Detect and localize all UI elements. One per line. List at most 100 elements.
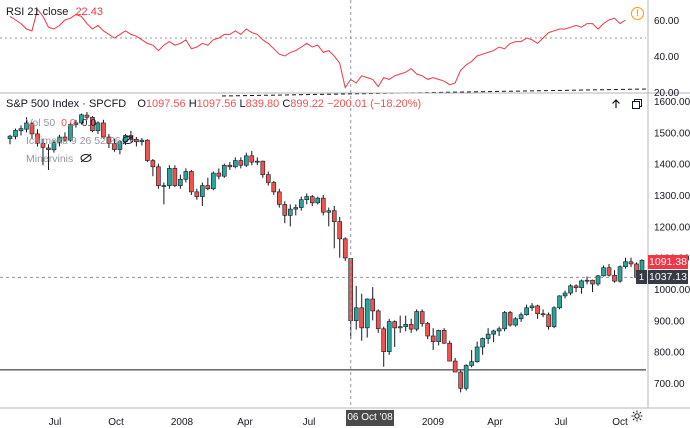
- candle[interactable]: [397, 315, 403, 333]
- candle[interactable]: [502, 310, 507, 332]
- candle[interactable]: [507, 310, 513, 327]
- candle[interactable]: [551, 306, 557, 329]
- restore-icon[interactable]: [631, 98, 643, 110]
- candle[interactable]: [535, 304, 540, 319]
- candle[interactable]: [628, 257, 634, 268]
- candle[interactable]: [606, 263, 612, 277]
- price-pane[interactable]: [0, 111, 646, 393]
- candle[interactable]: [95, 121, 101, 134]
- candle[interactable]: [419, 309, 425, 327]
- candle[interactable]: [309, 195, 315, 206]
- candle[interactable]: [298, 196, 304, 211]
- candle[interactable]: [529, 303, 535, 311]
- candle[interactable]: [260, 160, 266, 178]
- candle[interactable]: [304, 193, 310, 205]
- candle[interactable]: [18, 125, 24, 136]
- candle[interactable]: [579, 279, 584, 294]
- candle[interactable]: [205, 177, 211, 191]
- eye-off-icon[interactable]: [80, 153, 92, 163]
- candle[interactable]: [562, 290, 568, 299]
- rsi-pane[interactable]: [0, 8, 647, 97]
- candle[interactable]: [518, 312, 524, 322]
- candle[interactable]: [491, 329, 496, 343]
- candle[interactable]: [590, 279, 595, 293]
- arrow-up-icon[interactable]: [610, 98, 622, 110]
- candle[interactable]: [557, 295, 562, 310]
- candle[interactable]: [320, 195, 326, 216]
- candle[interactable]: [117, 140, 123, 155]
- candle[interactable]: [145, 139, 150, 163]
- candle[interactable]: [249, 151, 255, 166]
- candle[interactable]: [568, 284, 573, 296]
- candle[interactable]: [447, 340, 452, 362]
- candle[interactable]: [84, 111, 90, 120]
- candle[interactable]: [601, 265, 606, 277]
- candle[interactable]: [139, 137, 145, 146]
- candle[interactable]: [540, 309, 546, 318]
- candle[interactable]: [513, 317, 518, 327]
- candle[interactable]: [469, 350, 474, 368]
- candle[interactable]: [161, 182, 167, 205]
- symbol-legend[interactable]: S&P 500 Index · SPCFD O1097.56 H1097.56 …: [6, 98, 421, 110]
- candle[interactable]: [46, 144, 51, 170]
- candle[interactable]: [474, 341, 480, 363]
- candle[interactable]: [287, 204, 293, 227]
- candle[interactable]: [370, 287, 376, 321]
- candle[interactable]: [359, 293, 365, 341]
- candle[interactable]: [524, 304, 529, 316]
- candle[interactable]: [79, 113, 84, 125]
- candle[interactable]: [183, 168, 189, 183]
- candle[interactable]: [167, 165, 172, 189]
- study-minervini[interactable]: Minervinis: [26, 153, 74, 165]
- candle[interactable]: [546, 312, 551, 330]
- candle[interactable]: [90, 116, 95, 133]
- candle[interactable]: [101, 119, 106, 139]
- candle[interactable]: [265, 171, 271, 186]
- candle[interactable]: [211, 171, 216, 191]
- candle[interactable]: [189, 169, 194, 195]
- candle[interactable]: [342, 237, 348, 261]
- candle[interactable]: [414, 309, 419, 332]
- candle[interactable]: [194, 188, 200, 200]
- candle[interactable]: [271, 180, 277, 195]
- candle[interactable]: [156, 163, 161, 189]
- candle[interactable]: [392, 320, 397, 347]
- candle[interactable]: [381, 326, 387, 367]
- candle[interactable]: [623, 257, 628, 269]
- candle[interactable]: [612, 270, 617, 283]
- candle[interactable]: [496, 326, 502, 336]
- candle[interactable]: [403, 315, 408, 332]
- candle[interactable]: [458, 370, 463, 393]
- candle[interactable]: [73, 119, 79, 128]
- candle[interactable]: [178, 174, 183, 189]
- candle[interactable]: [386, 318, 392, 355]
- candle[interactable]: [463, 364, 469, 391]
- candle[interactable]: [282, 201, 288, 224]
- candle[interactable]: [584, 276, 590, 285]
- candle[interactable]: [331, 205, 337, 249]
- candle[interactable]: [29, 122, 35, 139]
- rsi-legend[interactable]: RSI 21 close 22.43: [6, 6, 103, 18]
- settings-icon[interactable]: [631, 410, 643, 422]
- candle[interactable]: [337, 216, 343, 258]
- candle[interactable]: [617, 265, 623, 283]
- candle[interactable]: [244, 152, 249, 167]
- candle[interactable]: [57, 134, 62, 147]
- candle[interactable]: [24, 117, 29, 133]
- candle[interactable]: [485, 328, 491, 344]
- study-ichimoku[interactable]: Ichimoku 9 26 52 26: [26, 135, 121, 147]
- candle[interactable]: [62, 132, 68, 142]
- candle[interactable]: [216, 168, 222, 180]
- candle[interactable]: [40, 138, 46, 166]
- candle[interactable]: [134, 137, 139, 147]
- candle[interactable]: [326, 207, 332, 227]
- candle[interactable]: [353, 285, 359, 330]
- candle[interactable]: [238, 157, 244, 169]
- candle[interactable]: [200, 182, 205, 206]
- candle[interactable]: [233, 157, 238, 169]
- candle[interactable]: [441, 328, 447, 344]
- candle[interactable]: [315, 196, 321, 205]
- candle[interactable]: [222, 163, 227, 178]
- study-vol[interactable]: Vol 50 0.0 0.0: [26, 117, 97, 129]
